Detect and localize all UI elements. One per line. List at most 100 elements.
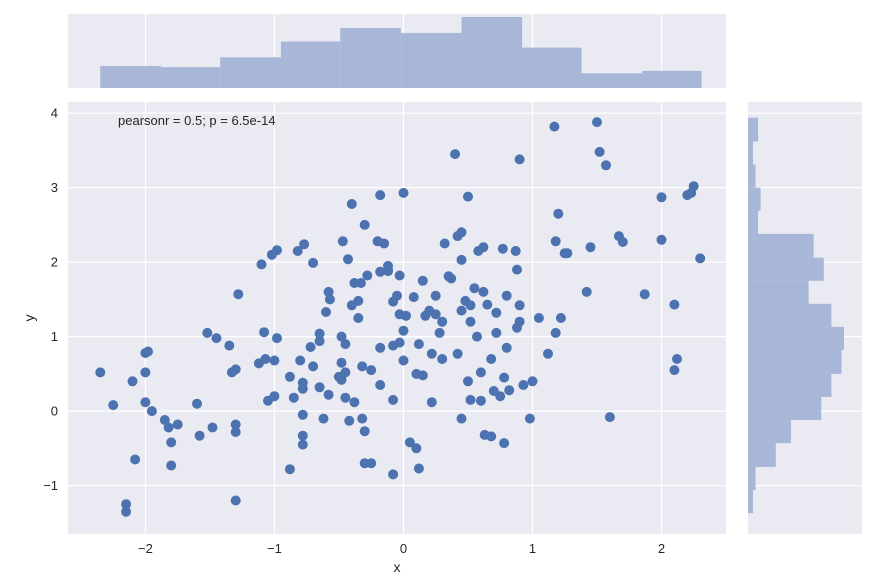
scatter-point <box>472 331 482 342</box>
scatter-point <box>344 415 355 426</box>
y-hist-bar <box>748 443 776 467</box>
scatter-point <box>553 208 564 219</box>
scatter-point <box>398 187 409 198</box>
scatter-point <box>375 190 386 201</box>
scatter-point <box>533 313 544 323</box>
scatter-point <box>475 395 486 406</box>
scatter-point <box>456 413 467 424</box>
scatter-point <box>456 305 467 316</box>
scatter-point <box>272 245 282 256</box>
scatter-point <box>430 290 441 301</box>
scatter-point <box>130 454 141 465</box>
x-tick-labels: −2 −1 0 1 2 <box>138 541 665 556</box>
scatter-point <box>336 331 347 342</box>
x-hist-bars <box>100 17 702 88</box>
watermark-text: https://blog.csdn.net/tzyyy1 <box>692 552 867 568</box>
scatter-point <box>669 299 680 310</box>
scatter-point <box>308 361 319 372</box>
scatter-point <box>375 266 386 277</box>
scatter-point <box>501 290 512 301</box>
scatter-point <box>192 398 202 409</box>
y-hist-bar <box>748 117 759 142</box>
scatter-point <box>314 336 325 347</box>
scatter-panel: pearsonr = 0.5; p = 6.5e-14 −2 −1 0 1 2 −1 0 1… <box>21 102 726 575</box>
scatter-point <box>230 364 241 375</box>
scatter-point <box>411 443 422 454</box>
x-tick-label: 2 <box>658 541 665 556</box>
x-hist-bar <box>400 32 462 88</box>
scatter-point <box>314 328 325 339</box>
scatter-point <box>353 313 364 323</box>
y-axis-label: y <box>21 315 37 322</box>
scatter-point <box>314 382 325 393</box>
scatter-point <box>299 239 310 250</box>
scatter-point <box>398 325 409 336</box>
scatter-point <box>499 372 510 383</box>
scatter-point <box>482 299 493 310</box>
scatter-point <box>514 300 525 311</box>
scatter-point <box>446 273 457 284</box>
scatter-point <box>486 354 497 364</box>
scatter-point <box>426 397 437 408</box>
scatter-point <box>321 307 331 317</box>
x-hist-bar <box>220 57 281 88</box>
y-hist-bar <box>748 187 761 211</box>
scatter-point <box>121 499 132 510</box>
scatter-point <box>343 254 353 265</box>
x-hist-bar <box>522 47 582 88</box>
scatter-point <box>401 310 411 321</box>
scatter-point <box>340 339 351 350</box>
scatter-point <box>297 409 308 420</box>
x-tick-label: 0 <box>400 541 407 556</box>
scatter-point <box>359 426 370 437</box>
x-tick-label: −1 <box>267 541 282 556</box>
scatter-point <box>543 348 553 359</box>
scatter-point <box>308 257 319 268</box>
scatter-point <box>211 333 222 344</box>
scatter-point <box>295 355 306 366</box>
x-marginal-histogram <box>68 14 726 88</box>
scatter-point <box>357 413 368 424</box>
scatter-point <box>408 292 419 303</box>
y-hist-bar <box>748 141 754 165</box>
scatter-point <box>202 327 213 338</box>
x-hist-bar <box>642 70 702 88</box>
scatter-point <box>336 374 347 385</box>
scatter-point <box>127 376 138 387</box>
scatter-point <box>323 389 334 400</box>
scatter-point <box>349 397 360 408</box>
scatter-point <box>581 286 592 297</box>
scatter-point <box>549 121 560 132</box>
y-tick-label: 4 <box>51 106 58 121</box>
y-tick-label: 1 <box>51 329 58 344</box>
scatter-point <box>340 367 351 378</box>
scatter-point <box>140 367 151 378</box>
y-tick-label: −1 <box>43 478 58 493</box>
scatter-point <box>656 234 667 245</box>
scatter-point <box>388 469 399 480</box>
scatter-point <box>166 437 177 448</box>
scatter-point <box>284 464 295 475</box>
scatter-point <box>292 246 303 256</box>
scatter-point <box>284 371 295 382</box>
scatter-point <box>688 181 699 192</box>
scatter-point <box>260 354 271 364</box>
scatter-point <box>562 248 573 259</box>
scatter-point <box>362 270 373 281</box>
scatter-point <box>340 392 351 403</box>
scatter-point <box>527 376 538 387</box>
scatter-point <box>146 406 157 417</box>
scatter-point <box>297 377 308 388</box>
x-hist-bar <box>461 17 523 88</box>
pearsonr-annotation: pearsonr = 0.5; p = 6.5e-14 <box>118 113 276 128</box>
scatter-point <box>434 327 445 338</box>
x-hist-bar <box>340 28 401 88</box>
scatter-point <box>233 289 244 300</box>
scatter-point <box>465 316 476 327</box>
scatter-point <box>346 199 357 209</box>
scatter-point <box>269 355 280 366</box>
scatter-point <box>108 400 119 411</box>
scatter-point <box>501 342 512 353</box>
scatter-point <box>617 237 628 247</box>
scatter-point <box>486 431 497 442</box>
